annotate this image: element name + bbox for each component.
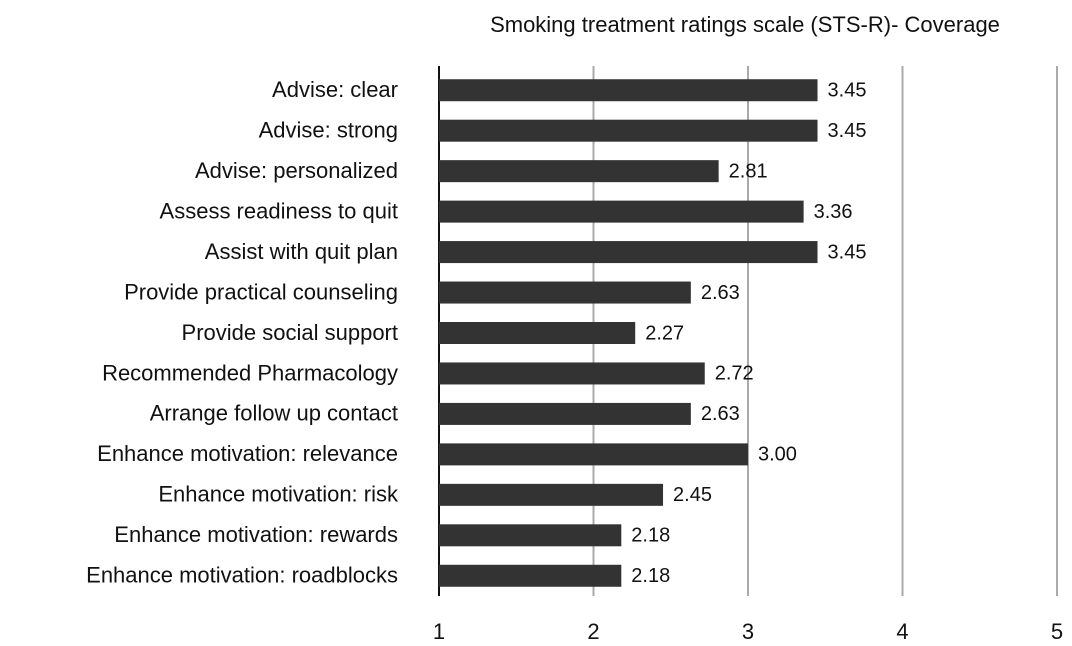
y-tick-label: Enhance motivation: roadblocks bbox=[86, 563, 398, 588]
bar bbox=[439, 483, 664, 506]
y-tick-label: Enhance motivation: rewards bbox=[114, 522, 398, 547]
bar bbox=[439, 79, 818, 102]
data-label: 2.81 bbox=[729, 160, 768, 182]
y-tick-label: Advise: strong bbox=[259, 118, 398, 143]
x-tick-label: 4 bbox=[896, 619, 908, 644]
bar bbox=[439, 160, 719, 183]
data-label: 2.63 bbox=[701, 403, 740, 425]
bar bbox=[439, 443, 748, 466]
data-label: 2.18 bbox=[631, 525, 670, 547]
y-tick-label: Enhance motivation: relevance bbox=[97, 441, 398, 466]
x-tick-label: 5 bbox=[1051, 619, 1063, 644]
bar bbox=[439, 119, 818, 142]
data-label: 2.63 bbox=[701, 282, 740, 304]
bar bbox=[439, 322, 636, 344]
data-label: 2.45 bbox=[673, 484, 712, 506]
y-tick-label: Arrange follow up contact bbox=[150, 401, 398, 426]
bar bbox=[439, 524, 622, 547]
y-tick-label: Provide practical counseling bbox=[124, 279, 398, 304]
data-label: 3.36 bbox=[814, 201, 853, 223]
bar bbox=[439, 362, 705, 385]
bar bbox=[439, 402, 691, 425]
data-label: 2.18 bbox=[631, 565, 670, 587]
bar bbox=[439, 281, 691, 304]
data-label: 3.45 bbox=[828, 241, 867, 263]
y-tick-label: Recommended Pharmacology bbox=[102, 360, 398, 385]
data-label: 2.27 bbox=[645, 322, 684, 344]
y-tick-label: Provide social support bbox=[182, 320, 398, 345]
x-tick-label: 1 bbox=[433, 619, 445, 644]
y-tick-label: Advise: clear bbox=[272, 77, 398, 102]
y-tick-label: Assist with quit plan bbox=[205, 239, 398, 264]
y-tick-label: Advise: personalized bbox=[195, 158, 398, 183]
data-label: 3.45 bbox=[828, 80, 867, 102]
y-tick-label: Assess readiness to quit bbox=[160, 198, 398, 223]
bar bbox=[439, 241, 818, 264]
data-label: 3.00 bbox=[758, 444, 797, 466]
bar bbox=[439, 200, 804, 223]
bar bbox=[439, 564, 622, 587]
data-label: 3.45 bbox=[828, 120, 867, 142]
x-tick-label: 3 bbox=[742, 619, 754, 644]
y-tick-label: Enhance motivation: risk bbox=[158, 482, 399, 507]
x-tick-label: 2 bbox=[587, 619, 599, 644]
data-label: 2.72 bbox=[715, 363, 754, 385]
chart-title: Smoking treatment ratings scale (STS-R)-… bbox=[490, 12, 1000, 37]
